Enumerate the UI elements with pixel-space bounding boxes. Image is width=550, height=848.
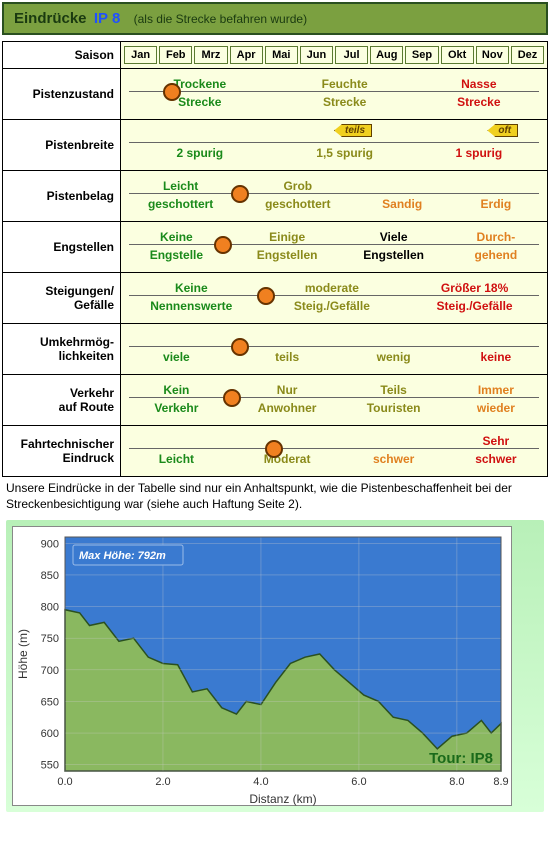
header-box: Eindrücke IP 8 (als die Strecke befahren…	[2, 2, 548, 35]
month-cell: Sep	[405, 46, 438, 64]
elevation-chart: 550 600 650 700 750 800 850 900 0.0 2.0 4.0 6.0 8.0 8…	[12, 526, 512, 806]
season-row: Saison JanFebMrzAprMaiJunJulAugSepOktNov…	[3, 42, 548, 69]
svg-text:8.0: 8.0	[449, 776, 464, 788]
svg-text:600: 600	[41, 728, 59, 740]
rating-segment: NurAnwohner	[232, 375, 343, 425]
header-title-id: IP 8	[94, 10, 120, 27]
svg-text:2.0: 2.0	[155, 776, 170, 788]
svg-text:800: 800	[41, 602, 59, 614]
rating-marker	[257, 287, 275, 305]
rating-segment: Sehrschwer	[445, 426, 547, 476]
rating-label: Pistenbelag	[3, 171, 121, 222]
rating-segment: VieleEngstellen	[343, 222, 445, 272]
rating-marker	[231, 338, 249, 356]
rating-marker	[223, 389, 241, 407]
rating-marker	[265, 440, 283, 458]
rating-segment: KeineNennenswerte	[121, 273, 262, 323]
rating-label: Pistenbreite	[3, 120, 121, 171]
rating-segment: NasseStrecke	[419, 69, 538, 119]
rating-label: Pistenzustand	[3, 69, 121, 120]
rating-segment: Moderat	[232, 426, 343, 476]
rating-marker	[163, 83, 181, 101]
rating-segment: Sandig	[355, 171, 449, 221]
rating-segment: keine	[445, 324, 547, 374]
rating-label: FahrtechnischerEindruck	[3, 426, 121, 477]
svg-text:Distanz (km): Distanz (km)	[249, 792, 316, 806]
rating-segment: EinigeEngstellen	[232, 222, 343, 272]
rating-content: KeineEngstelleEinigeEngstellenVieleEngst…	[121, 222, 548, 273]
rating-row: Steigungen/GefälleKeineNennenswertemoder…	[3, 273, 548, 324]
svg-text:8.9: 8.9	[493, 776, 508, 788]
rating-label: Verkehrauf Route	[3, 375, 121, 426]
rating-marker	[214, 236, 232, 254]
rating-content: vieleteilswenigkeine	[121, 324, 548, 375]
svg-text:750: 750	[41, 633, 59, 645]
rating-row: Verkehrauf RouteKeinVerkehrNurAnwohnerTe…	[3, 375, 548, 426]
month-cell: Dez	[511, 46, 544, 64]
rating-marker	[231, 185, 249, 203]
rating-segment: TeilsTouristen	[343, 375, 445, 425]
header-subtitle: (als die Strecke befahren wurde)	[134, 12, 307, 26]
month-cell: Jun	[300, 46, 333, 64]
month-cell: Okt	[441, 46, 474, 64]
rating-segment: wenig	[343, 324, 445, 374]
rating-segment: Durch-gehend	[445, 222, 547, 272]
rating-segment: 2 spurig	[130, 120, 271, 170]
rating-segment: moderateSteig./Gefälle	[262, 273, 403, 323]
rating-label: Engstellen	[3, 222, 121, 273]
rating-segment: Leicht	[121, 426, 232, 476]
month-cell: Feb	[159, 46, 192, 64]
rating-row: Pistenbreite2 spurig1,5 spurig1 spurigte…	[3, 120, 548, 171]
svg-text:850: 850	[41, 570, 59, 582]
svg-text:550: 550	[41, 760, 59, 772]
rating-segment: schwer	[343, 426, 445, 476]
rating-segment: TrockeneStrecke	[130, 69, 271, 119]
svg-text:700: 700	[41, 665, 59, 677]
footnote: Unsere Eindrücke in der Tabelle sind nur…	[0, 477, 550, 516]
rating-segment: Leichtgeschottert	[121, 171, 240, 221]
svg-text:Tour: IP8: Tour: IP8	[429, 750, 493, 767]
svg-text:4.0: 4.0	[253, 776, 268, 788]
rating-segment: Größer 18%Steig./Gefälle	[402, 273, 547, 323]
ratings-table: Saison JanFebMrzAprMaiJunJulAugSepOktNov…	[2, 41, 548, 477]
rating-segment: FeuchteStrecke	[274, 69, 415, 119]
rating-content: 2 spurig1,5 spurig1 spurigteilsoft	[121, 120, 548, 171]
rating-content: TrockeneStreckeFeuchteStreckeNasseStreck…	[121, 69, 548, 120]
rating-segment: viele	[121, 324, 232, 374]
rating-row: PistenzustandTrockeneStreckeFeuchteStrec…	[3, 69, 548, 120]
season-months-cell: JanFebMrzAprMaiJunJulAugSepOktNovDez	[121, 42, 548, 69]
arrow-tag: teils	[334, 124, 372, 137]
rating-content: LeichtModeratschwerSehrschwer	[121, 426, 548, 477]
rating-row: PistenbelagLeichtgeschottertGrobgeschott…	[3, 171, 548, 222]
rating-segment: Grobgeschottert	[240, 171, 355, 221]
header-title-prefix: Eindrücke	[14, 10, 87, 27]
rating-segment: KeinVerkehr	[121, 375, 232, 425]
chart-container: 550 600 650 700 750 800 850 900 0.0 2.0 4.0 6.0 8.0 8…	[6, 520, 544, 812]
rating-label: Umkehrmög-lichkeiten	[3, 324, 121, 375]
rating-label: Steigungen/Gefälle	[3, 273, 121, 324]
season-label: Saison	[3, 42, 121, 69]
rating-row: Umkehrmög-lichkeitenvieleteilswenigkeine	[3, 324, 548, 375]
svg-text:650: 650	[41, 697, 59, 709]
month-cell: Apr	[230, 46, 263, 64]
rating-row: FahrtechnischerEindruckLeichtModeratschw…	[3, 426, 548, 477]
svg-text:Höhe (m): Höhe (m)	[16, 629, 30, 679]
rating-content: KeineNennenswertemoderateSteig./GefälleG…	[121, 273, 548, 324]
rating-segment: Immerwieder	[445, 375, 547, 425]
svg-text:6.0: 6.0	[351, 776, 366, 788]
month-cell: Mrz	[194, 46, 227, 64]
rating-content: KeinVerkehrNurAnwohnerTeilsTouristenImme…	[121, 375, 548, 426]
month-cell: Jan	[124, 46, 157, 64]
rating-segment: Erdig	[449, 171, 543, 221]
svg-text:900: 900	[41, 539, 59, 551]
svg-text:0.0: 0.0	[57, 776, 72, 788]
svg-text:Max Höhe: 792m: Max Höhe: 792m	[79, 550, 166, 562]
rating-row: EngstellenKeineEngstelleEinigeEngstellen…	[3, 222, 548, 273]
month-cell: Nov	[476, 46, 509, 64]
rating-content: LeichtgeschottertGrobgeschottertSandigEr…	[121, 171, 548, 222]
month-cell: Aug	[370, 46, 403, 64]
month-cell: Jul	[335, 46, 368, 64]
month-cell: Mai	[265, 46, 298, 64]
rating-segment: 1 spurig	[419, 120, 538, 170]
